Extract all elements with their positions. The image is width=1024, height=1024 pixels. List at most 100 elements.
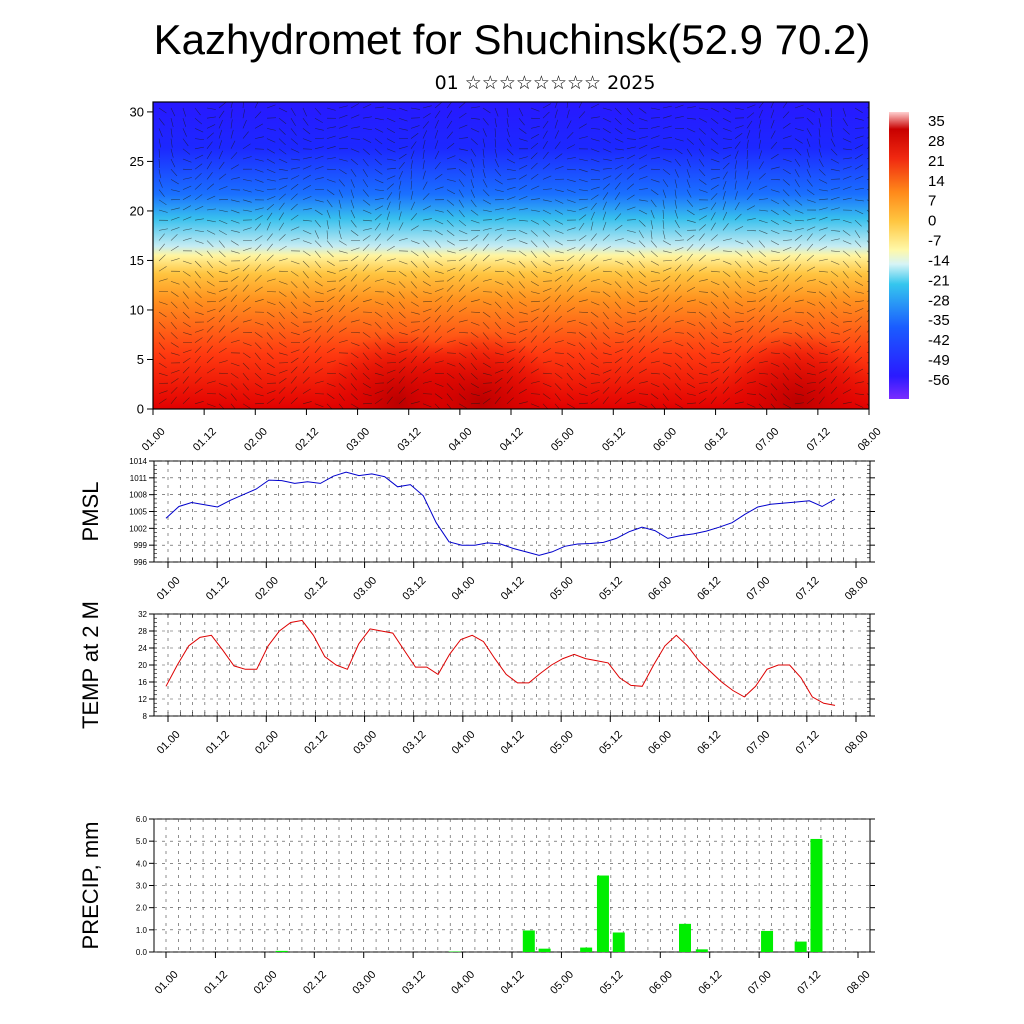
wind-barb xyxy=(290,349,300,354)
wind-barb xyxy=(722,162,730,170)
wind-barb xyxy=(374,243,381,251)
wind-barb xyxy=(266,188,276,190)
wind-barb xyxy=(218,347,227,354)
wind-barb xyxy=(314,308,324,313)
wind-barb xyxy=(806,382,816,384)
wind-barb xyxy=(362,253,369,262)
wind-barb xyxy=(194,138,204,140)
wind-barb xyxy=(554,403,560,409)
wind-barb xyxy=(314,155,324,160)
wind-barb xyxy=(818,189,828,192)
wind-barb xyxy=(590,322,598,329)
y-tick-label: 20 xyxy=(138,661,147,670)
wind-barb xyxy=(650,209,655,219)
wind-barb xyxy=(302,377,310,384)
wind-barb xyxy=(638,393,648,395)
wind-barb xyxy=(422,250,429,258)
wind-barb xyxy=(518,184,527,190)
wind-barb xyxy=(494,169,502,177)
wind-barb xyxy=(230,403,236,409)
wind-barb xyxy=(638,291,648,294)
wind-barb xyxy=(302,355,309,364)
wind-barb xyxy=(530,133,539,139)
wind-barb xyxy=(458,199,464,208)
wind-barb xyxy=(266,266,275,272)
wind-barb xyxy=(446,352,457,354)
wind-barb xyxy=(410,180,413,190)
y-axis-label: TEMP at 2 M xyxy=(78,601,103,729)
wind-barb xyxy=(602,211,607,221)
wind-barb xyxy=(578,102,583,109)
wind-barb xyxy=(434,120,439,129)
wind-barb xyxy=(734,346,742,353)
wind-barb xyxy=(782,274,789,282)
x-tick-label: 07.00 xyxy=(753,426,781,454)
wind-barb xyxy=(266,168,276,173)
wind-barb xyxy=(290,167,300,170)
wind-barb xyxy=(446,275,455,282)
wind-barb xyxy=(266,352,274,360)
wind-barb xyxy=(638,403,648,408)
wind-barb xyxy=(650,280,660,282)
wind-barb xyxy=(590,311,599,318)
wind-barb xyxy=(434,161,441,170)
wind-barb xyxy=(518,208,528,211)
wind-barb xyxy=(722,332,732,335)
wind-barb xyxy=(746,150,748,160)
wind-barb xyxy=(758,280,768,282)
wind-barb xyxy=(242,295,250,302)
wind-barb xyxy=(290,357,299,364)
wind-barb xyxy=(662,362,672,367)
wind-barb xyxy=(350,362,358,370)
wind-barb xyxy=(710,222,716,231)
wind-barb xyxy=(218,325,225,333)
wind-barb xyxy=(830,281,838,289)
precip-bar xyxy=(538,948,551,952)
wind-barb xyxy=(410,311,420,315)
wind-barb xyxy=(374,197,384,201)
wind-barb xyxy=(482,189,490,197)
wind-barb xyxy=(518,355,525,364)
wind-barb xyxy=(626,194,635,201)
wind-barb xyxy=(470,311,481,313)
wind-barb xyxy=(242,143,251,150)
wind-barb xyxy=(494,311,501,320)
wind-barb xyxy=(434,102,443,109)
wind-barb xyxy=(314,177,324,180)
wind-barb xyxy=(194,401,204,405)
wind-barb xyxy=(338,315,346,323)
wind-barb xyxy=(302,219,312,222)
wind-barb xyxy=(722,117,732,123)
wind-barb xyxy=(770,130,776,139)
wind-barb xyxy=(338,372,347,379)
wind-barb xyxy=(710,176,720,180)
wind-barb xyxy=(194,301,203,307)
wind-barb xyxy=(698,138,705,146)
wind-barb xyxy=(710,128,718,135)
wind-barb xyxy=(578,206,588,211)
wind-barb xyxy=(614,182,621,190)
wind-barb xyxy=(818,207,828,211)
x-tick-label: 02.00 xyxy=(252,969,280,997)
wind-barb xyxy=(458,352,467,359)
y-tick-label: 1005 xyxy=(129,508,147,517)
wind-barb xyxy=(866,126,869,129)
wind-barb xyxy=(350,307,359,313)
wind-barb xyxy=(170,158,176,168)
wind-barb xyxy=(758,325,766,333)
wind-barb xyxy=(302,118,309,126)
wind-barb xyxy=(410,225,419,231)
wind-barb xyxy=(722,171,728,180)
wind-barb xyxy=(530,240,538,248)
wind-barb xyxy=(758,336,766,343)
wind-barb xyxy=(278,378,287,384)
wind-barb xyxy=(626,366,634,374)
wind-barb xyxy=(506,349,516,354)
wind-barb xyxy=(338,339,348,343)
x-tick-label: 03.12 xyxy=(400,575,428,603)
wind-barb xyxy=(638,176,648,180)
wind-barb xyxy=(542,305,550,313)
wind-barb xyxy=(230,276,239,282)
x-tick-label: 01.12 xyxy=(204,729,232,757)
wind-barb xyxy=(710,184,719,190)
